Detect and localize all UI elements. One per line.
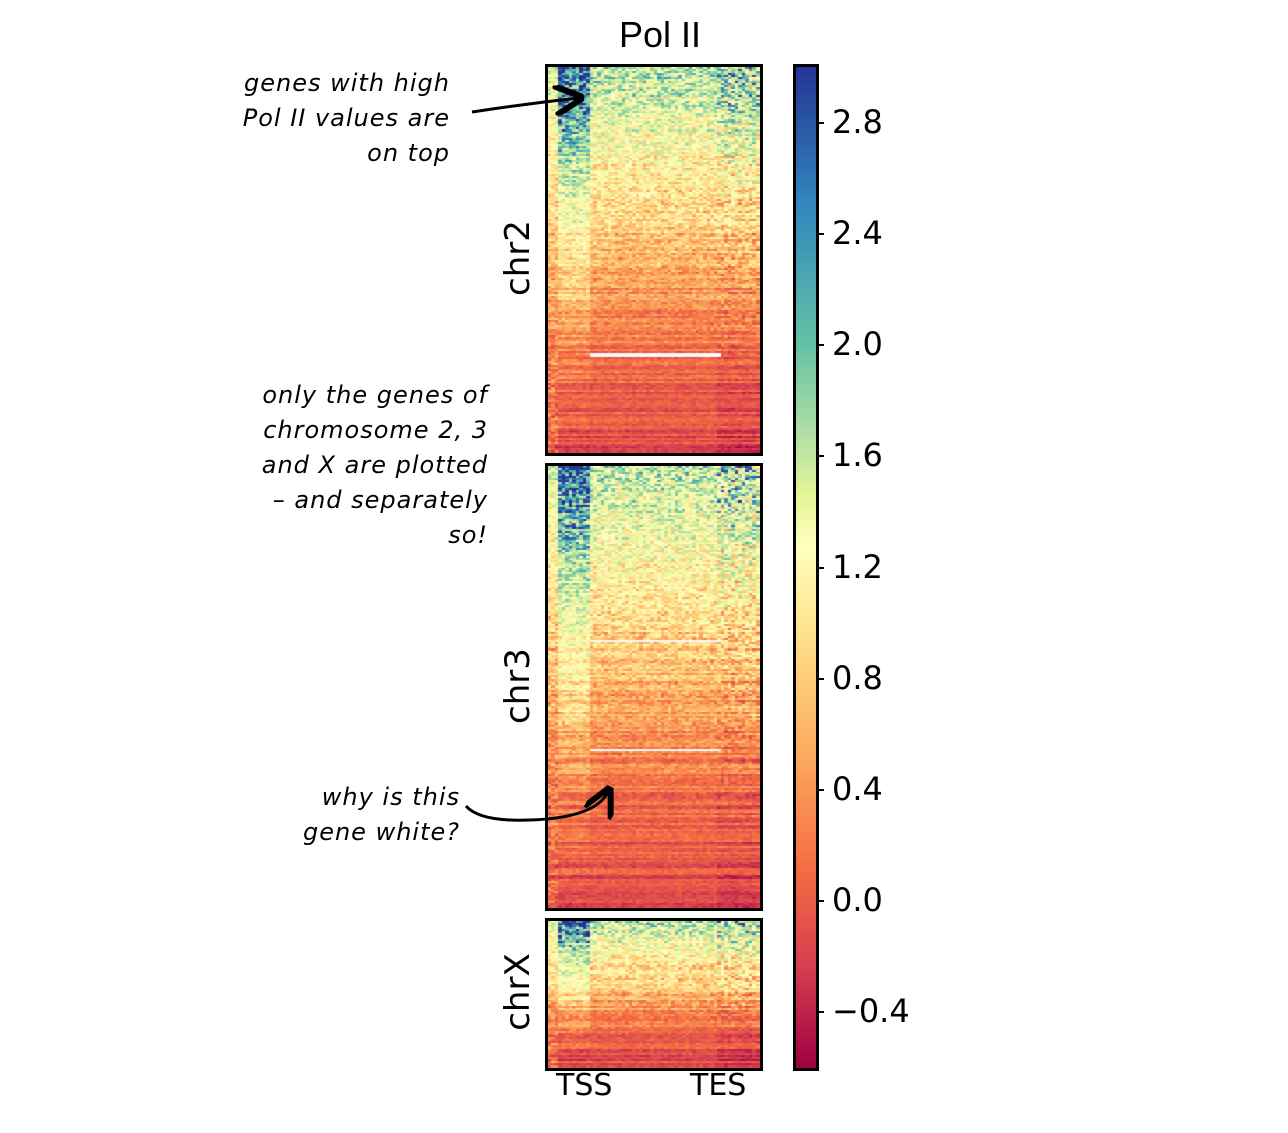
annotation-chromosomes: only the genes of chromosome 2, 3 and X …: [262, 378, 488, 553]
chart-title: Pol II: [618, 14, 702, 55]
colorbar-tick-mark: [816, 566, 824, 569]
colorbar-tick-mark: [816, 455, 824, 458]
annotation-line: on top: [367, 139, 450, 167]
colorbar-tick-mark: [816, 900, 824, 903]
heatmap-panel-chr2: [545, 64, 763, 456]
x-tick-label-tss: TSS: [556, 1068, 613, 1103]
annotation-line: so!: [448, 521, 488, 549]
annotation-line: genes with high: [244, 69, 450, 97]
heatmap-panel-chrX: [545, 918, 763, 1071]
x-tick-label-tes: TES: [690, 1068, 747, 1103]
colorbar-tick-label: 2.0: [832, 325, 883, 364]
annotation-line: – and separately: [272, 486, 488, 514]
colorbar-tick-mark: [816, 677, 824, 680]
annotation-line: Pol II values are: [242, 104, 450, 132]
colorbar-tick-label: 0.8: [832, 658, 883, 697]
heatmap-cells-chrX: [548, 921, 760, 1068]
colorbar-tick-mark: [816, 1011, 824, 1014]
heatmap-panel-chr3: [545, 463, 763, 911]
annotation-line: chromosome 2, 3: [263, 416, 488, 444]
annotation-high-values: genes with high Pol II values are on top: [243, 66, 450, 171]
annotation-white-gene: why is this gene white?: [303, 780, 460, 850]
heatmap-cells-chr2: [548, 67, 760, 453]
colorbar-tick-label: 0.4: [832, 769, 883, 808]
annotation-line: gene white?: [302, 818, 460, 846]
colorbar-tick-label: 2.8: [832, 102, 883, 141]
colorbar-tick-label: 2.4: [832, 213, 883, 252]
arrow-to-top-genes: [471, 98, 578, 112]
annotation-line: only the genes of: [262, 381, 488, 409]
colorbar-tick-mark: [816, 788, 824, 791]
annotation-line: why is this: [321, 783, 460, 811]
colorbar-tick-mark: [816, 232, 824, 235]
annotation-line: and X are plotted: [261, 451, 488, 479]
heatmap-cells-chr3: [548, 466, 760, 908]
colorbar-tick-label: 1.2: [832, 547, 883, 586]
colorbar-tick-label: −0.4: [832, 992, 910, 1031]
colorbar-tick-mark: [816, 121, 824, 124]
colorbar-tick-label: 1.6: [832, 436, 883, 475]
arrow-to-white-gene: [464, 792, 608, 822]
colorbar-tick-label: 0.0: [832, 881, 883, 920]
colorbar-tick-mark: [816, 344, 824, 347]
